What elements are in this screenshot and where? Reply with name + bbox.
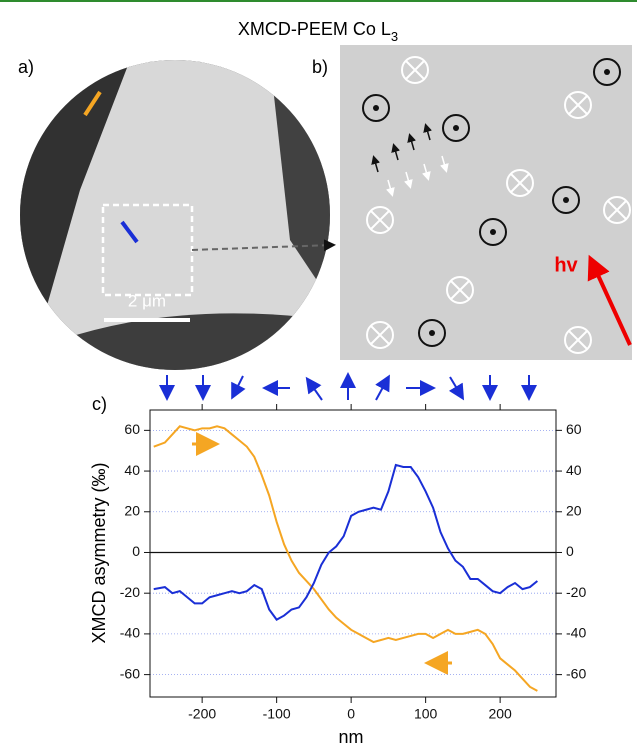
beam-label: hv [554,254,578,276]
y-tick-label: -40 [120,625,140,641]
top-rule [0,0,637,2]
y2-tick-label: -20 [566,584,586,600]
y-tick-label: -60 [120,665,140,681]
title-subscript: 3 [391,29,398,44]
spin-arrows [159,372,537,401]
y-tick-label: 40 [124,462,140,478]
plot-frame [149,409,557,698]
x-tick-label: -100 [263,706,291,722]
y-tick-label: 0 [132,543,140,559]
y-tick-label: 20 [124,502,140,518]
x-tick-label: 0 [347,706,355,722]
y2-tick-label: -40 [566,625,586,641]
y-tick-label: 60 [124,421,140,437]
y2-tick-label: 40 [566,462,582,478]
series-line [153,463,539,621]
y-axis-label: XMCD asymmetry (‰) [89,463,109,644]
series-line [153,425,538,692]
line-cut-orange [83,90,102,117]
panel-label: c) [92,394,107,414]
zoom-arrow [191,239,336,252]
x-axis-label: nm [338,727,363,747]
figure-title: XMCD-PEEM Co L3 [238,19,398,44]
x-tick-label: 200 [488,706,512,722]
panel-a-image [20,60,330,370]
panel-label: b) [312,57,328,77]
panel-b-image [340,45,632,360]
x-tick-label: -200 [188,706,216,722]
x-tick-label: 100 [414,706,438,722]
y2-tick-label: 60 [566,421,582,437]
title-text: XMCD-PEEM Co L [238,19,391,39]
y2-tick-label: 20 [566,502,582,518]
y-tick-label: -20 [120,584,140,600]
y2-tick-label: 0 [566,543,574,559]
panel-label: a) [18,57,34,77]
line-cut-blue [120,220,139,244]
scale-label: 2 μm [128,291,166,310]
y2-tick-label: -60 [566,665,586,681]
